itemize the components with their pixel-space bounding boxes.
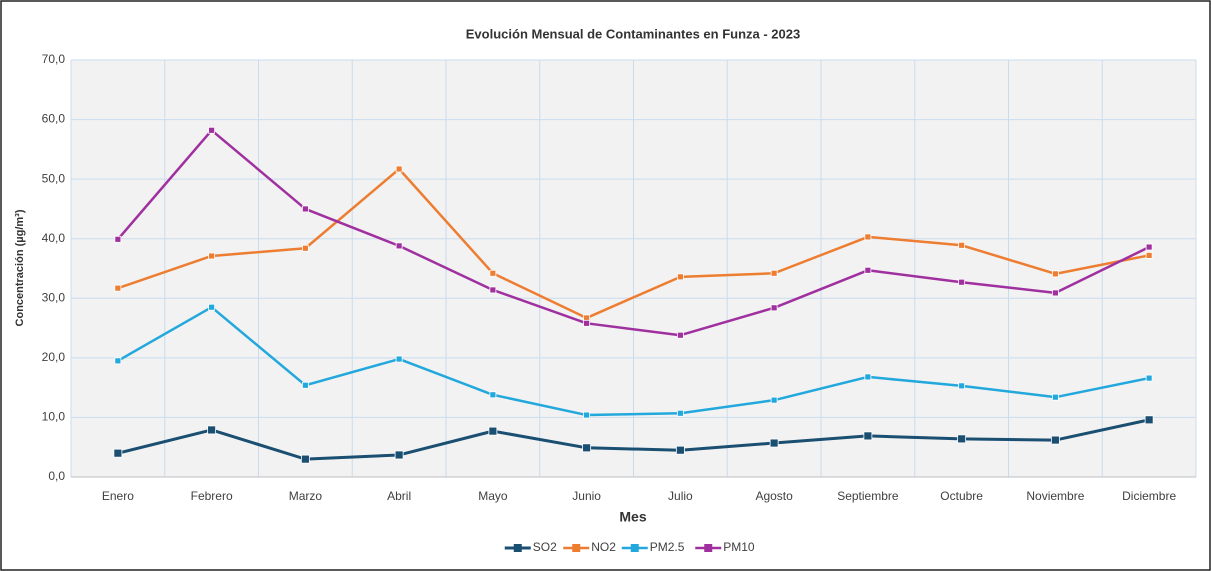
point-marker: [114, 235, 122, 243]
legend-label: PM2.5: [650, 540, 685, 554]
point-marker: [1051, 393, 1059, 401]
series-line: [117, 305, 1150, 417]
x-tick-label: Octubre: [940, 489, 983, 503]
point-marker: [676, 331, 684, 339]
point-marker: [301, 381, 309, 389]
point-marker: [301, 205, 309, 213]
legend-marker: [704, 544, 713, 552]
point-marker: [769, 438, 779, 448]
series-line: [116, 129, 1150, 337]
point-marker: [1050, 435, 1060, 445]
point-marker: [114, 284, 122, 292]
x-tick-label: Enero: [102, 489, 134, 503]
point-marker: [583, 411, 591, 419]
point-marker: [676, 409, 684, 417]
x-axis-title: Mes: [619, 509, 646, 525]
legend-marker: [630, 544, 639, 552]
point-marker: [864, 266, 872, 274]
point-marker: [864, 373, 872, 381]
x-tick-label: Junio: [572, 489, 601, 503]
point-marker: [1051, 289, 1059, 297]
point-marker: [770, 269, 778, 277]
x-tick-label: Julio: [668, 489, 693, 503]
point-marker: [208, 126, 216, 134]
legend-label: NO2: [591, 540, 616, 554]
y-tick-label: 0,0: [48, 469, 65, 483]
x-tick-label: Marzo: [289, 489, 323, 503]
x-tick-label: Abril: [387, 489, 411, 503]
y-axis-title: Concentración (µg/m³): [14, 209, 26, 326]
point-marker: [489, 286, 497, 294]
point-marker: [301, 244, 309, 252]
point-marker: [208, 303, 216, 311]
point-marker: [675, 445, 685, 455]
point-marker: [582, 443, 592, 453]
point-marker: [114, 357, 122, 365]
y-tick-label: 20,0: [42, 350, 66, 364]
legend-label: PM10: [723, 540, 755, 554]
legend-label: SO2: [533, 540, 557, 554]
point-marker: [770, 396, 778, 404]
x-tick-label: Mayo: [478, 489, 508, 503]
y-tick-label: 30,0: [42, 290, 66, 304]
point-marker: [1051, 270, 1059, 278]
point-marker: [958, 241, 966, 249]
y-tick-label: 10,0: [42, 410, 66, 424]
point-marker: [770, 304, 778, 312]
x-tick-label: Febrero: [191, 489, 233, 503]
y-tick-label: 60,0: [42, 112, 66, 126]
point-marker: [394, 450, 404, 460]
point-marker: [1144, 415, 1154, 425]
point-marker: [113, 448, 123, 458]
y-tick-label: 40,0: [42, 231, 66, 245]
point-marker: [1145, 243, 1153, 251]
point-marker: [488, 426, 498, 436]
point-marker: [489, 391, 497, 399]
point-marker: [958, 278, 966, 286]
x-tick-label: Noviembre: [1026, 489, 1084, 503]
point-marker: [863, 431, 873, 441]
x-tick-label: Agosto: [755, 489, 793, 503]
y-tick-label: 50,0: [42, 171, 66, 185]
point-marker: [583, 319, 591, 327]
point-marker: [864, 233, 872, 241]
point-marker: [208, 252, 216, 260]
point-marker: [395, 355, 403, 363]
x-tick-label: Diciembre: [1122, 489, 1176, 503]
x-tick-label: Septiembre: [837, 489, 899, 503]
point-marker: [395, 242, 403, 250]
point-marker: [489, 269, 497, 277]
point-marker: [957, 434, 967, 444]
point-marker: [395, 165, 403, 173]
series-line: [117, 418, 1150, 461]
point-marker: [1145, 251, 1153, 259]
point-marker: [300, 454, 310, 464]
point-marker: [207, 425, 217, 435]
legend-marker: [513, 544, 522, 552]
point-marker: [676, 273, 684, 281]
series-line: [117, 167, 1150, 320]
point-marker: [1145, 374, 1153, 382]
y-tick-label: 70,0: [42, 52, 66, 66]
legend-marker: [572, 544, 581, 552]
chart-title: Evolución Mensual de Contaminantes en Fu…: [466, 26, 800, 41]
point-marker: [958, 382, 966, 390]
